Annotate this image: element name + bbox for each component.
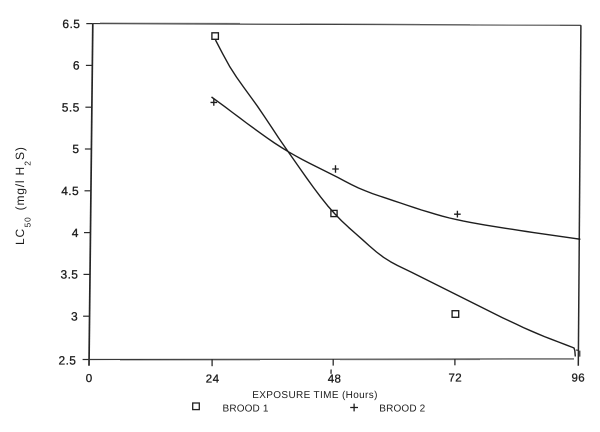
svg-text:2.5: 2.5 [59,353,77,367]
svg-text:24: 24 [206,373,220,385]
svg-text:EXPOSURE TIME (Hours): EXPOSURE TIME (Hours) [252,390,378,401]
svg-text:72: 72 [449,373,463,385]
svg-text:0: 0 [86,373,93,385]
svg-text:5.5: 5.5 [62,100,80,114]
svg-text:6: 6 [73,59,80,73]
svg-text:4: 4 [72,226,79,240]
svg-text:96: 96 [572,372,586,384]
svg-text:5: 5 [72,142,79,156]
svg-text:3.5: 3.5 [61,268,79,282]
svg-text:BROOD 1: BROOD 1 [223,403,269,414]
svg-text:4.5: 4.5 [61,184,79,198]
svg-text:LC50 (mg/l H2S): LC50 (mg/l H2S) [13,146,33,245]
svg-text:3: 3 [71,309,78,323]
svg-text:BROOD 2: BROOD 2 [379,403,425,414]
svg-text:6.5: 6.5 [62,17,80,31]
svg-text:48: 48 [328,374,342,386]
